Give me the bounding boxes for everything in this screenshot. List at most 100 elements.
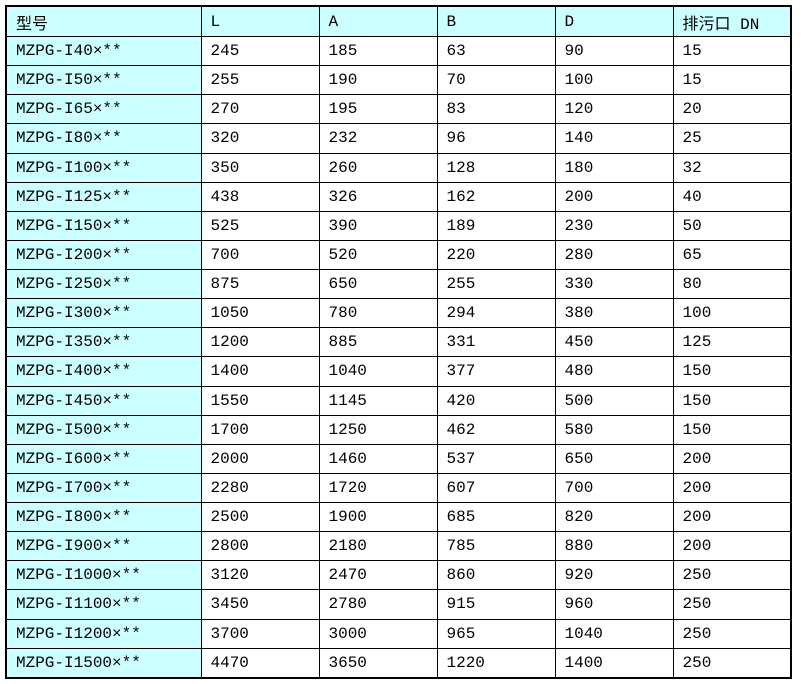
header-row: 型号 L A B D 排污口 DN: [5, 5, 792, 37]
table-row: MZPG-I400×** 1400 1040 377 480 150: [5, 356, 792, 387]
value-cell: 2000: [200, 443, 320, 474]
table-row: MZPG-I200×** 700 520 220 280 65: [5, 239, 792, 271]
value-cell: 462: [436, 414, 556, 445]
value-cell: 875: [200, 268, 320, 300]
value-cell: 700: [554, 472, 674, 504]
value-cell: 2800: [200, 531, 320, 562]
table-row: MZPG-I700×** 2280 1720 607 700 200: [5, 472, 792, 504]
model-cell: MZPG-I400×**: [5, 356, 202, 387]
value-cell: 700: [200, 239, 320, 271]
value-cell: 150: [672, 414, 792, 445]
column-header-b: B: [436, 5, 556, 37]
table-row: MZPG-I100×** 350 260 128 180 32: [5, 152, 792, 183]
value-cell: 1400: [200, 356, 320, 387]
value-cell: 20: [672, 94, 792, 125]
column-header-model: 型号: [5, 5, 202, 37]
table-row: MZPG-I350×** 1200 885 331 450 125: [5, 327, 792, 358]
value-cell: 260: [318, 152, 438, 183]
model-cell: MZPG-I300×**: [5, 298, 202, 329]
column-header-d: D: [554, 5, 674, 37]
value-cell: 438: [200, 181, 320, 212]
value-cell: 190: [318, 65, 438, 96]
value-cell: 96: [436, 123, 556, 154]
value-cell: 100: [672, 298, 792, 329]
value-cell: 2780: [318, 589, 438, 620]
value-cell: 25: [672, 123, 792, 154]
value-cell: 270: [200, 94, 320, 125]
table-row: MZPG-I40×** 245 185 63 90 15: [5, 35, 792, 67]
model-cell: MZPG-I65×**: [5, 94, 202, 125]
value-cell: 880: [554, 531, 674, 562]
table-row: MZPG-I900×** 2800 2180 785 880 200: [5, 531, 792, 562]
table-row: MZPG-I150×** 525 390 189 230 50: [5, 210, 792, 241]
value-cell: 1220: [436, 647, 556, 679]
column-header-l: L: [200, 5, 320, 37]
value-cell: 232: [318, 123, 438, 154]
model-cell: MZPG-I500×**: [5, 414, 202, 445]
value-cell: 326: [318, 181, 438, 212]
value-cell: 50: [672, 210, 792, 241]
value-cell: 3000: [318, 618, 438, 649]
value-cell: 2280: [200, 472, 320, 504]
table-row: MZPG-I450×** 1550 1145 420 500 150: [5, 385, 792, 416]
value-cell: 780: [318, 298, 438, 329]
value-cell: 915: [436, 589, 556, 620]
table-row: MZPG-I1500×** 4470 3650 1220 1400 250: [5, 647, 792, 679]
value-cell: 1200: [200, 327, 320, 358]
value-cell: 965: [436, 618, 556, 649]
value-cell: 1900: [318, 501, 438, 533]
value-cell: 3450: [200, 589, 320, 620]
value-cell: 537: [436, 443, 556, 474]
spec-table-body: MZPG-I40×** 245 185 63 90 15 MZPG-I50×** 255 190…: [5, 35, 792, 679]
value-cell: 860: [436, 560, 556, 591]
value-cell: 330: [554, 268, 674, 300]
table-row: MZPG-I500×** 1700 1250 462 580 150: [5, 414, 792, 445]
value-cell: 90: [554, 35, 674, 67]
value-cell: 380: [554, 298, 674, 329]
value-cell: 220: [436, 239, 556, 271]
value-cell: 255: [436, 268, 556, 300]
model-cell: MZPG-I1200×**: [5, 618, 202, 649]
value-cell: 820: [554, 501, 674, 533]
value-cell: 520: [318, 239, 438, 271]
value-cell: 377: [436, 356, 556, 387]
value-cell: 40: [672, 181, 792, 212]
value-cell: 320: [200, 123, 320, 154]
model-cell: MZPG-I1100×**: [5, 589, 202, 620]
column-header-drain-dn: 排污口 DN: [672, 5, 792, 37]
value-cell: 200: [672, 472, 792, 504]
value-cell: 3120: [200, 560, 320, 591]
value-cell: 230: [554, 210, 674, 241]
value-cell: 1460: [318, 443, 438, 474]
column-header-a: A: [318, 5, 438, 37]
model-cell: MZPG-I1500×**: [5, 647, 202, 679]
table-row: MZPG-I1200×** 3700 3000 965 1040 250: [5, 618, 792, 649]
value-cell: 65: [672, 239, 792, 271]
value-cell: 15: [672, 65, 792, 96]
value-cell: 100: [554, 65, 674, 96]
model-cell: MZPG-I900×**: [5, 531, 202, 562]
model-cell: MZPG-I150×**: [5, 210, 202, 241]
model-cell: MZPG-I450×**: [5, 385, 202, 416]
value-cell: 450: [554, 327, 674, 358]
value-cell: 185: [318, 35, 438, 67]
value-cell: 420: [436, 385, 556, 416]
value-cell: 280: [554, 239, 674, 271]
model-cell: MZPG-I50×**: [5, 65, 202, 96]
spec-table: 型号 L A B D 排污口 DN MZPG-I40×** 245 185 63 90 1…: [5, 5, 792, 679]
value-cell: 2470: [318, 560, 438, 591]
table-row: MZPG-I65×** 270 195 83 120 20: [5, 94, 792, 125]
value-cell: 885: [318, 327, 438, 358]
value-cell: 128: [436, 152, 556, 183]
value-cell: 294: [436, 298, 556, 329]
model-cell: MZPG-I200×**: [5, 239, 202, 271]
model-cell: MZPG-I800×**: [5, 501, 202, 533]
table-row: MZPG-I800×** 2500 1900 685 820 200: [5, 501, 792, 533]
table-row: MZPG-I600×** 2000 1460 537 650 200: [5, 443, 792, 474]
value-cell: 1040: [554, 618, 674, 649]
value-cell: 650: [554, 443, 674, 474]
value-cell: 650: [318, 268, 438, 300]
value-cell: 785: [436, 531, 556, 562]
value-cell: 200: [672, 443, 792, 474]
value-cell: 180: [554, 152, 674, 183]
